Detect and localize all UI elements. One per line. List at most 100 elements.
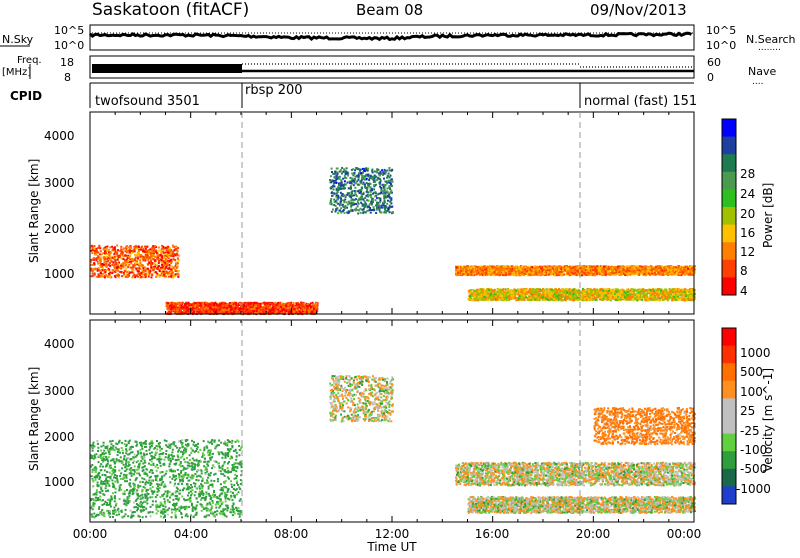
power-cell [543,270,545,272]
power-cell [122,265,124,267]
power-cell [168,267,170,269]
power-cell [167,252,169,254]
power-cell [188,308,190,310]
power-cell [502,267,504,269]
power-cell [97,252,99,254]
power-cell [301,304,303,306]
power-cell [660,267,662,269]
power-cell [169,305,171,307]
power-cell [499,268,501,270]
power-cell [187,312,189,314]
power-cell [491,265,493,267]
power-cell [511,265,513,267]
power-cell [153,247,155,249]
power-cell [226,307,228,309]
power-cell [653,270,655,272]
power-cell [557,272,559,274]
power-cell [273,309,275,311]
power-cell [656,273,658,275]
power-cell [275,304,277,306]
power-cell [114,246,116,248]
power-cell [313,303,315,305]
power-cell [533,269,535,271]
power-cell [135,257,137,259]
power-cell [93,268,95,270]
power-cell [126,261,128,263]
power-cell [152,255,154,257]
power-cell [292,304,294,306]
power-cell [107,260,109,262]
power-cell [100,266,102,268]
power-cell [155,276,157,278]
power-cell [653,274,655,276]
power-cell [552,266,554,268]
power-cell [172,246,174,248]
power-cell [541,269,543,271]
power-cell [208,311,210,313]
power-cell [138,263,140,265]
power-cell [515,269,517,271]
power-cell [493,274,495,276]
power-cell [528,267,530,269]
power-cell [194,306,196,308]
power-cell [269,311,271,313]
n-sky-line [90,33,692,39]
power-cell [661,269,663,271]
power-cell [601,273,603,275]
cpid-mode-1: rbsp 200 [245,83,303,98]
power-cell [528,274,530,276]
power-cell [489,273,491,275]
power-cell [588,274,590,276]
power-cell [132,258,134,260]
power-cell [500,270,502,272]
power-cell [566,271,568,273]
power-cell [594,267,596,269]
power-cell [142,250,144,252]
power-cell [125,255,127,257]
power-cell [613,274,615,276]
beam-title: Beam 08 [356,1,423,19]
power-cell [163,264,165,266]
power-cell [173,258,175,260]
power-cell [148,253,150,255]
power-cell [165,253,167,255]
power-cell [615,270,617,272]
power-cell [181,302,183,304]
power-cell [188,303,190,305]
power-cell [486,274,488,276]
power-cell [563,274,565,276]
power-cell [260,306,262,308]
power-cell [664,266,666,268]
power-cell [217,311,219,313]
power-cell [299,311,301,313]
power-cell [464,272,466,274]
power-cell [111,261,113,263]
power-cell [171,304,173,306]
power-cell [100,257,102,259]
power-cell [176,309,178,311]
power-cell [295,306,297,308]
power-cell [202,302,204,304]
power-cell [93,262,95,264]
power-cell [222,309,224,311]
power-cell [502,274,504,276]
power-cell [151,276,153,278]
nave-style: .... [752,77,763,87]
power-cell [199,302,201,304]
power-cell [110,252,112,254]
power-cell [517,274,519,276]
power-cell [103,256,105,258]
power-cell [552,268,554,270]
power-cell [576,274,578,276]
power-cell [95,254,97,256]
power-cell [640,269,642,271]
power-cell [473,269,475,271]
power-cell [618,273,620,275]
power-cell [117,266,119,268]
power-cell [669,273,671,275]
power-cell [544,273,546,275]
power-cell [91,247,93,249]
power-cell [122,255,124,257]
power-cell [153,262,155,264]
